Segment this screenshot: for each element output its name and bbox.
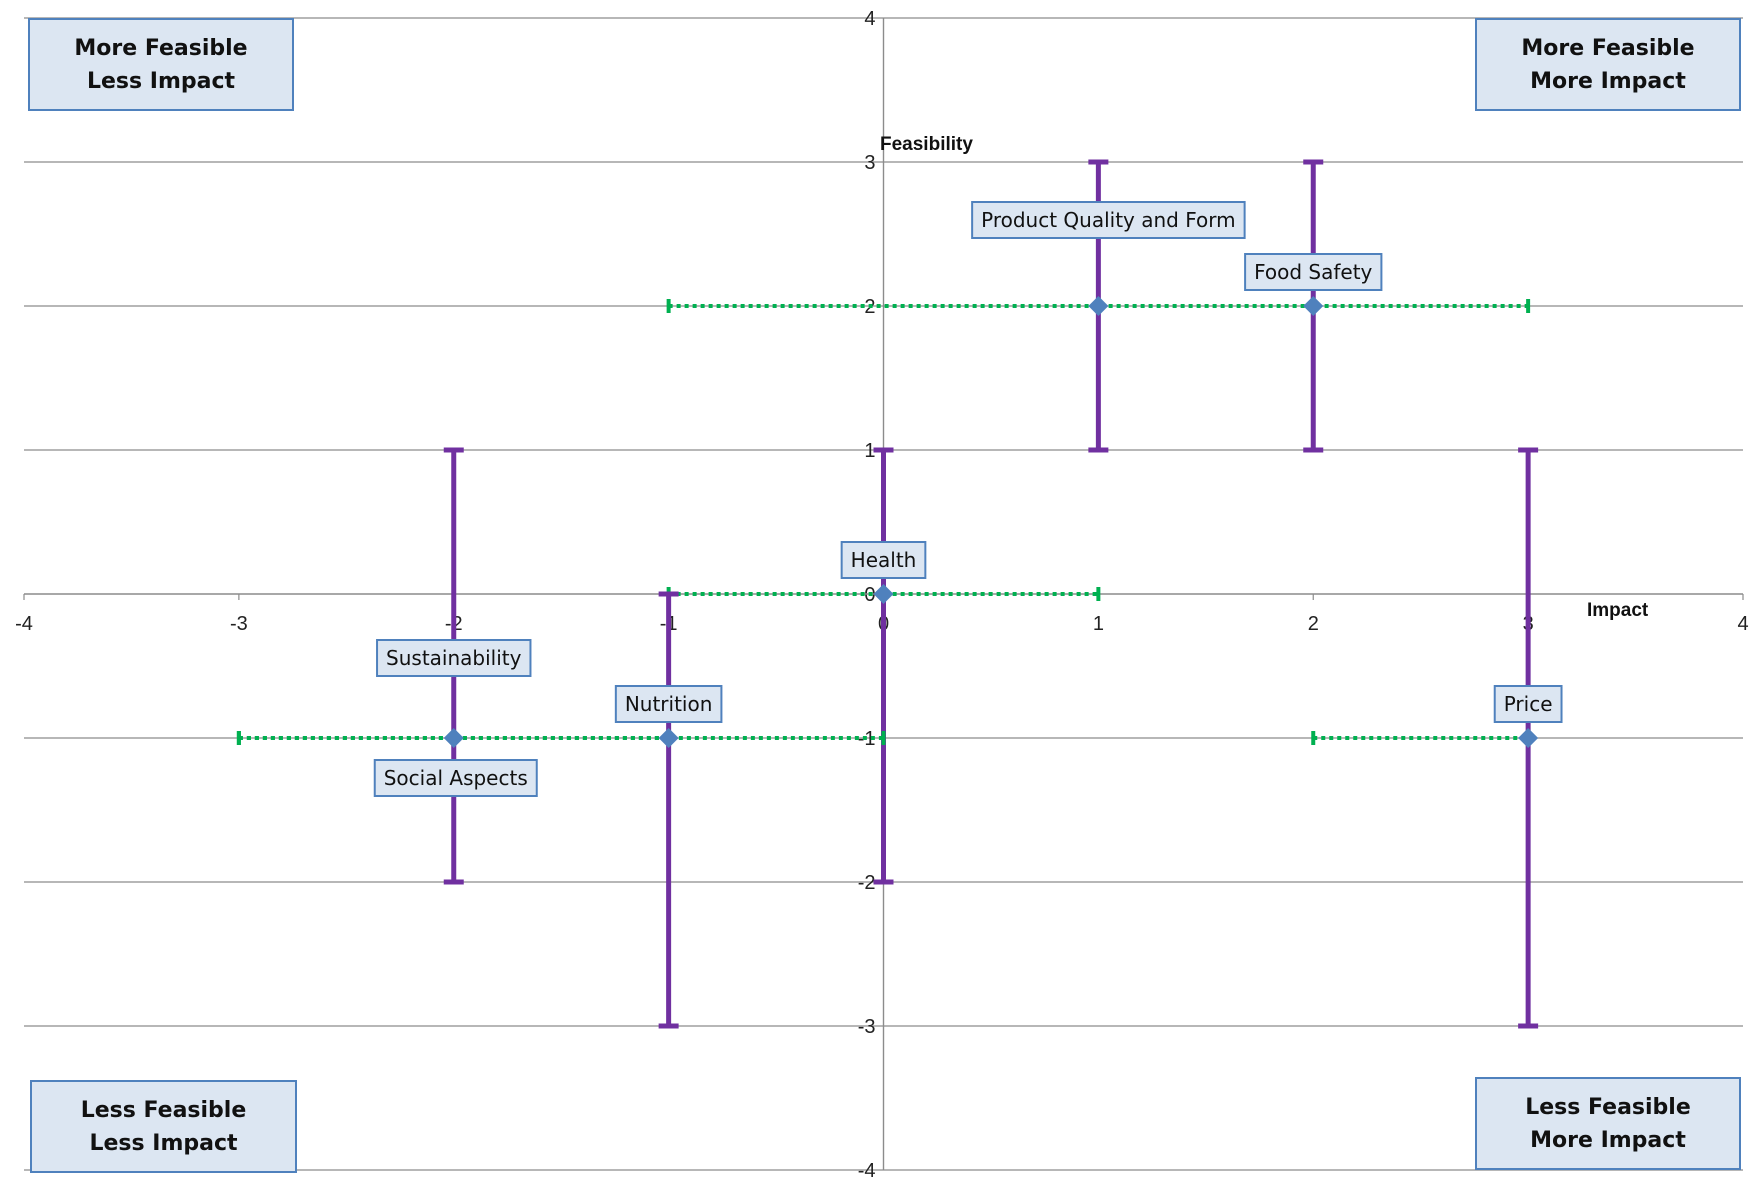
data-label: Nutrition bbox=[614, 685, 723, 723]
quadrant-top-right-line1: More Feasible bbox=[1521, 35, 1695, 61]
quadrant-top-right: More Feasible More Impact bbox=[1475, 18, 1741, 111]
data-label-text: Health bbox=[851, 548, 917, 572]
data-label-box bbox=[373, 759, 538, 797]
data-point-marker bbox=[1303, 296, 1324, 316]
quadrant-top-left-line2: Less Impact bbox=[86, 68, 236, 94]
x-tick-label: -3 bbox=[230, 613, 248, 635]
data-label-box bbox=[614, 685, 723, 723]
y-axis-title: Feasibility bbox=[880, 134, 973, 155]
data-label-box bbox=[1493, 685, 1563, 723]
data-label: Price bbox=[1493, 685, 1563, 723]
data-label-box bbox=[1244, 253, 1383, 291]
quadrant-bottom-right: Less Feasible More Impact bbox=[1475, 1077, 1741, 1170]
data-point-marker bbox=[443, 728, 464, 748]
y-tick-label: 1 bbox=[864, 440, 875, 462]
x-tick-label: -4 bbox=[15, 613, 33, 635]
quadrant-bottom-right-line2: More Impact bbox=[1530, 1127, 1686, 1153]
data-label: Product Quality and Form bbox=[971, 201, 1246, 239]
data-label-text: Nutrition bbox=[625, 692, 713, 716]
x-tick-label: 1 bbox=[1093, 613, 1104, 635]
quadrant-bottom-left-line2: Less Impact bbox=[89, 1130, 238, 1156]
data-points bbox=[443, 296, 1539, 748]
quadrant-top-left: More Feasible Less Impact bbox=[28, 18, 294, 111]
y-tick-label: 3 bbox=[864, 152, 875, 174]
data-label-text: Social Aspects bbox=[384, 766, 528, 790]
x-tick-label: 4 bbox=[1737, 613, 1748, 635]
data-label-text: Product Quality and Form bbox=[981, 208, 1235, 232]
data-label-text: Sustainability bbox=[386, 646, 522, 670]
y-tick-label: -4 bbox=[858, 1160, 876, 1178]
x-axis-title: Impact bbox=[1587, 600, 1649, 621]
data-label-text: Price bbox=[1504, 692, 1553, 716]
data-label-box bbox=[971, 201, 1246, 239]
data-label-text: Food Safety bbox=[1254, 260, 1372, 284]
y-tick-label: -3 bbox=[858, 1016, 876, 1038]
data-label: Sustainability bbox=[376, 639, 532, 677]
data-label-box bbox=[840, 541, 927, 579]
data-point-marker bbox=[658, 728, 679, 748]
quadrant-top-right-line2: More Impact bbox=[1530, 68, 1686, 94]
x-tick-label: 2 bbox=[1308, 613, 1319, 635]
quadrant-bottom-right-line1: Less Feasible bbox=[1525, 1094, 1691, 1120]
y-tick-label: 4 bbox=[864, 8, 875, 30]
data-point-marker bbox=[1088, 296, 1109, 316]
point-labels: Product Quality and Form Food Safety Healt… bbox=[373, 201, 1563, 797]
y-tick-label: -2 bbox=[858, 872, 876, 894]
data-label: Social Aspects bbox=[373, 759, 538, 797]
data-point-marker bbox=[1518, 728, 1539, 748]
data-point-marker bbox=[873, 584, 894, 604]
data-label-box bbox=[376, 639, 532, 677]
data-label: Food Safety bbox=[1244, 253, 1383, 291]
data-label: Health bbox=[840, 541, 927, 579]
quadrant-bottom-left-line1: Less Feasible bbox=[80, 1097, 247, 1123]
quadrant-bottom-left: Less Feasible Less Impact bbox=[30, 1080, 297, 1173]
quadrant-top-left-line1: More Feasible bbox=[74, 35, 248, 61]
